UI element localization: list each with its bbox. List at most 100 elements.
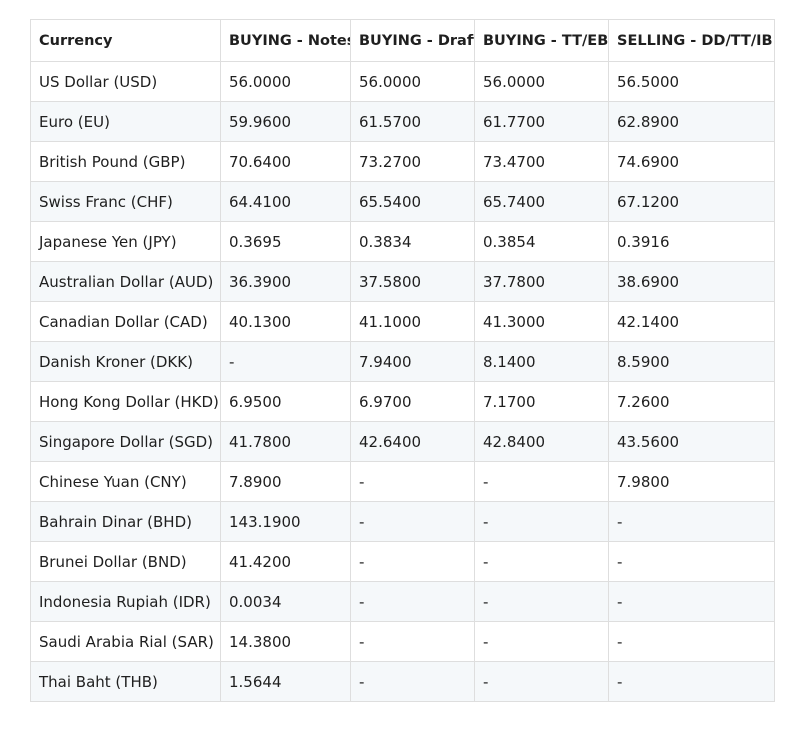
cell-currency: Thai Baht (THB) (30, 661, 221, 702)
cell-currency: Canadian Dollar (CAD) (30, 301, 221, 342)
cell-selling-dd-tt-ib: 74.6900 (608, 141, 775, 182)
cell-buying-tt-eb: 61.7700 (474, 101, 609, 142)
cell-currency: Swiss Franc (CHF) (30, 181, 221, 222)
cell-buying-draft: 56.0000 (350, 61, 475, 102)
cell-buying-notes: 1.5644 (220, 661, 351, 702)
table-row: Euro (EU) 59.9600 61.5700 61.7700 62.890… (30, 101, 775, 142)
cell-currency: Brunei Dollar (BND) (30, 541, 221, 582)
cell-buying-draft: 37.5800 (350, 261, 475, 302)
cell-selling-dd-tt-ib: - (608, 581, 775, 622)
cell-buying-notes: 14.3800 (220, 621, 351, 662)
cell-buying-draft: - (350, 461, 475, 502)
cell-buying-notes: 6.9500 (220, 381, 351, 422)
cell-buying-tt-eb: - (474, 661, 609, 702)
cell-buying-notes: 36.3900 (220, 261, 351, 302)
cell-selling-dd-tt-ib: 38.6900 (608, 261, 775, 302)
table-header-row: Currency BUYING - Notes BUYING - Draft B… (30, 19, 775, 62)
cell-buying-draft: 73.2700 (350, 141, 475, 182)
cell-currency: Chinese Yuan (CNY) (30, 461, 221, 502)
cell-buying-draft: - (350, 661, 475, 702)
table-row: Swiss Franc (CHF) 64.4100 65.5400 65.740… (30, 181, 775, 222)
cell-selling-dd-tt-ib: 7.2600 (608, 381, 775, 422)
cell-buying-tt-eb: 56.0000 (474, 61, 609, 102)
header-currency: Currency (30, 19, 221, 62)
cell-buying-tt-eb: 73.4700 (474, 141, 609, 182)
cell-buying-notes: 0.3695 (220, 221, 351, 262)
exchange-rate-table: Currency BUYING - Notes BUYING - Draft B… (30, 19, 775, 702)
cell-buying-notes: 40.1300 (220, 301, 351, 342)
header-buying-notes: BUYING - Notes (220, 19, 351, 62)
table-row: Chinese Yuan (CNY) 7.8900 - - 7.9800 (30, 461, 775, 502)
cell-selling-dd-tt-ib: - (608, 661, 775, 702)
cell-buying-notes: 59.9600 (220, 101, 351, 142)
cell-currency: Japanese Yen (JPY) (30, 221, 221, 262)
cell-currency: Hong Kong Dollar (HKD) (30, 381, 221, 422)
cell-buying-tt-eb: 8.1400 (474, 341, 609, 382)
header-selling-dd-tt-ib: SELLING - DD/TT/IB (608, 19, 775, 62)
cell-selling-dd-tt-ib: - (608, 621, 775, 662)
table-row: Indonesia Rupiah (IDR) 0.0034 - - - (30, 581, 775, 622)
cell-buying-notes: 41.4200 (220, 541, 351, 582)
table-row: Bahrain Dinar (BHD) 143.1900 - - - (30, 501, 775, 542)
cell-buying-notes: 0.0034 (220, 581, 351, 622)
cell-selling-dd-tt-ib: 62.8900 (608, 101, 775, 142)
table-row: British Pound (GBP) 70.6400 73.2700 73.4… (30, 141, 775, 182)
cell-buying-tt-eb: 37.7800 (474, 261, 609, 302)
table-row: Australian Dollar (AUD) 36.3900 37.5800 … (30, 261, 775, 302)
cell-buying-notes: - (220, 341, 351, 382)
exchange-rate-table-container: Currency BUYING - Notes BUYING - Draft B… (30, 19, 775, 702)
cell-buying-draft: 41.1000 (350, 301, 475, 342)
cell-buying-draft: - (350, 581, 475, 622)
cell-buying-tt-eb: - (474, 541, 609, 582)
cell-currency: Singapore Dollar (SGD) (30, 421, 221, 462)
cell-buying-tt-eb: 0.3854 (474, 221, 609, 262)
table-row: Thai Baht (THB) 1.5644 - - - (30, 661, 775, 702)
cell-buying-tt-eb: 41.3000 (474, 301, 609, 342)
cell-currency: Euro (EU) (30, 101, 221, 142)
cell-selling-dd-tt-ib: 43.5600 (608, 421, 775, 462)
cell-buying-tt-eb: 7.1700 (474, 381, 609, 422)
cell-selling-dd-tt-ib: 56.5000 (608, 61, 775, 102)
cell-buying-draft: 65.5400 (350, 181, 475, 222)
header-buying-tt-eb: BUYING - TT/EB (474, 19, 609, 62)
cell-buying-notes: 7.8900 (220, 461, 351, 502)
cell-buying-tt-eb: 65.7400 (474, 181, 609, 222)
cell-buying-draft: 6.9700 (350, 381, 475, 422)
cell-buying-draft: 42.6400 (350, 421, 475, 462)
table-row: Danish Kroner (DKK) - 7.9400 8.1400 8.59… (30, 341, 775, 382)
cell-buying-tt-eb: - (474, 581, 609, 622)
cell-buying-draft: 7.9400 (350, 341, 475, 382)
cell-selling-dd-tt-ib: - (608, 501, 775, 542)
cell-selling-dd-tt-ib: 67.1200 (608, 181, 775, 222)
cell-buying-tt-eb: - (474, 501, 609, 542)
table-row: Brunei Dollar (BND) 41.4200 - - - (30, 541, 775, 582)
cell-buying-draft: 61.5700 (350, 101, 475, 142)
cell-buying-notes: 64.4100 (220, 181, 351, 222)
cell-selling-dd-tt-ib: 8.5900 (608, 341, 775, 382)
table-row: US Dollar (USD) 56.0000 56.0000 56.0000 … (30, 61, 775, 102)
cell-buying-draft: - (350, 621, 475, 662)
cell-currency: Bahrain Dinar (BHD) (30, 501, 221, 542)
cell-buying-notes: 143.1900 (220, 501, 351, 542)
cell-currency: British Pound (GBP) (30, 141, 221, 182)
cell-buying-tt-eb: - (474, 461, 609, 502)
cell-buying-notes: 70.6400 (220, 141, 351, 182)
cell-buying-draft: - (350, 501, 475, 542)
cell-buying-draft: - (350, 541, 475, 582)
table-row: Saudi Arabia Rial (SAR) 14.3800 - - - (30, 621, 775, 662)
table-row: Singapore Dollar (SGD) 41.7800 42.6400 4… (30, 421, 775, 462)
cell-buying-tt-eb: - (474, 621, 609, 662)
header-buying-draft: BUYING - Draft (350, 19, 475, 62)
cell-currency: Indonesia Rupiah (IDR) (30, 581, 221, 622)
cell-currency: Saudi Arabia Rial (SAR) (30, 621, 221, 662)
cell-buying-tt-eb: 42.8400 (474, 421, 609, 462)
table-row: Canadian Dollar (CAD) 40.1300 41.1000 41… (30, 301, 775, 342)
cell-currency: US Dollar (USD) (30, 61, 221, 102)
cell-currency: Australian Dollar (AUD) (30, 261, 221, 302)
cell-buying-draft: 0.3834 (350, 221, 475, 262)
cell-selling-dd-tt-ib: 0.3916 (608, 221, 775, 262)
table-row: Japanese Yen (JPY) 0.3695 0.3834 0.3854 … (30, 221, 775, 262)
cell-currency: Danish Kroner (DKK) (30, 341, 221, 382)
cell-selling-dd-tt-ib: 42.1400 (608, 301, 775, 342)
cell-selling-dd-tt-ib: - (608, 541, 775, 582)
